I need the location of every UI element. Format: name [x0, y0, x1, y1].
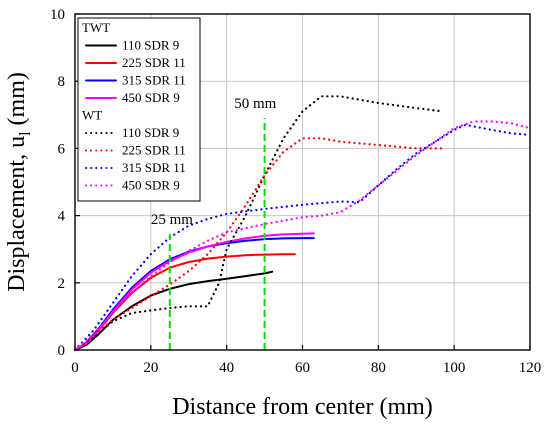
y-axis-title-unit: (mm): [4, 72, 30, 131]
y-tick-label: 4: [58, 209, 66, 225]
x-tick-label: 120: [519, 360, 542, 376]
y-tick-label: 2: [58, 276, 66, 292]
annotation-label: 25 mm: [151, 212, 193, 228]
x-tick-label: 20: [143, 360, 158, 376]
legend-label: 315 SDR 11: [122, 160, 186, 175]
legend-label: 110 SDR 9: [122, 38, 179, 53]
legend-group-title: TWT: [82, 20, 110, 35]
series-wt-315-sdr-11: [73, 123, 532, 352]
legend-label: 450 SDR 9: [122, 178, 180, 193]
x-axis-title: Distance from center (mm): [172, 394, 433, 420]
legend-label: 315 SDR 11: [122, 73, 186, 88]
y-axis-title-main: Displacement, u: [4, 136, 30, 292]
x-tick-label: 60: [295, 360, 310, 376]
x-tick-label: 0: [71, 360, 79, 376]
series-twt-450-sdr-9: [74, 232, 315, 351]
y-axis-title: Displacement, ul (mm): [4, 72, 34, 292]
legend-label: 225 SDR 11: [122, 143, 186, 158]
series-wt-225-sdr-11: [73, 137, 444, 352]
series-twt-225-sdr-11: [74, 253, 296, 351]
y-tick-label: 10: [50, 7, 65, 23]
x-tick-label: 40: [219, 360, 234, 376]
y-axis-title-sub: l: [17, 131, 34, 136]
y-tick-label: 6: [58, 141, 66, 157]
x-tick-label: 80: [371, 360, 386, 376]
series-twt-110-sdr-9: [74, 270, 274, 351]
legend-label: 225 SDR 11: [122, 55, 186, 70]
axis-ticks: 0 20 40 60 80 100 120 0 2 4 6 8 10: [50, 7, 541, 376]
series-wt-450-sdr-9: [73, 120, 532, 352]
legend-label: 110 SDR 9: [122, 125, 179, 140]
x-tick-label: 100: [443, 360, 466, 376]
legend: TWT 110 SDR 9 225 SDR 11 315 SDR 11 450 SDR …: [77, 17, 201, 202]
legend-box: [77, 17, 201, 202]
annotation-layer: 25 mm 50 mm: [151, 96, 277, 350]
legend-group-title: WT: [82, 108, 102, 123]
annotation-label: 50 mm: [234, 96, 276, 112]
series-wt-110-sdr-9: [73, 95, 444, 352]
y-tick-label: 8: [58, 74, 66, 90]
y-tick-label: 0: [58, 343, 66, 359]
legend-label: 450 SDR 9: [122, 90, 180, 105]
